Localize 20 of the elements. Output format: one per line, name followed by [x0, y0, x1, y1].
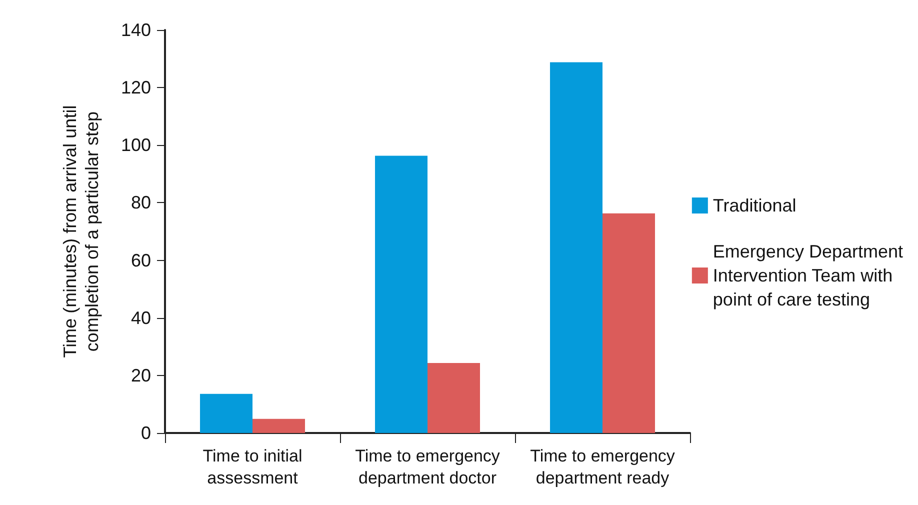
bar: [375, 156, 428, 433]
y-tick-label: 0: [140, 423, 151, 443]
y-tick-label: 60: [130, 250, 151, 270]
x-tick-label: Time to emergency department doctor: [355, 446, 500, 488]
bar: [200, 394, 252, 433]
y-tick-label: 120: [120, 78, 151, 98]
legend-label: Traditional: [712, 196, 796, 216]
bar: [602, 213, 655, 433]
bar: [252, 418, 305, 433]
y-tick-label: 40: [130, 308, 151, 328]
bar: [550, 62, 602, 433]
y-tick-label: 100: [120, 135, 151, 156]
x-tick-label: Time to initial assessment: [202, 446, 302, 488]
y-tick-label: 80: [130, 192, 151, 213]
bar: [428, 363, 480, 433]
x-tick-label: Time to emergency department ready: [530, 446, 676, 488]
y-tick-label: 20: [130, 365, 151, 386]
y-tick-label: 140: [120, 20, 151, 40]
legend-label: Emergency Department Intervention Team with point of care testing: [712, 242, 904, 310]
y-axis-title: Time (minutes) from arrival until completion of a particular step: [60, 105, 102, 358]
